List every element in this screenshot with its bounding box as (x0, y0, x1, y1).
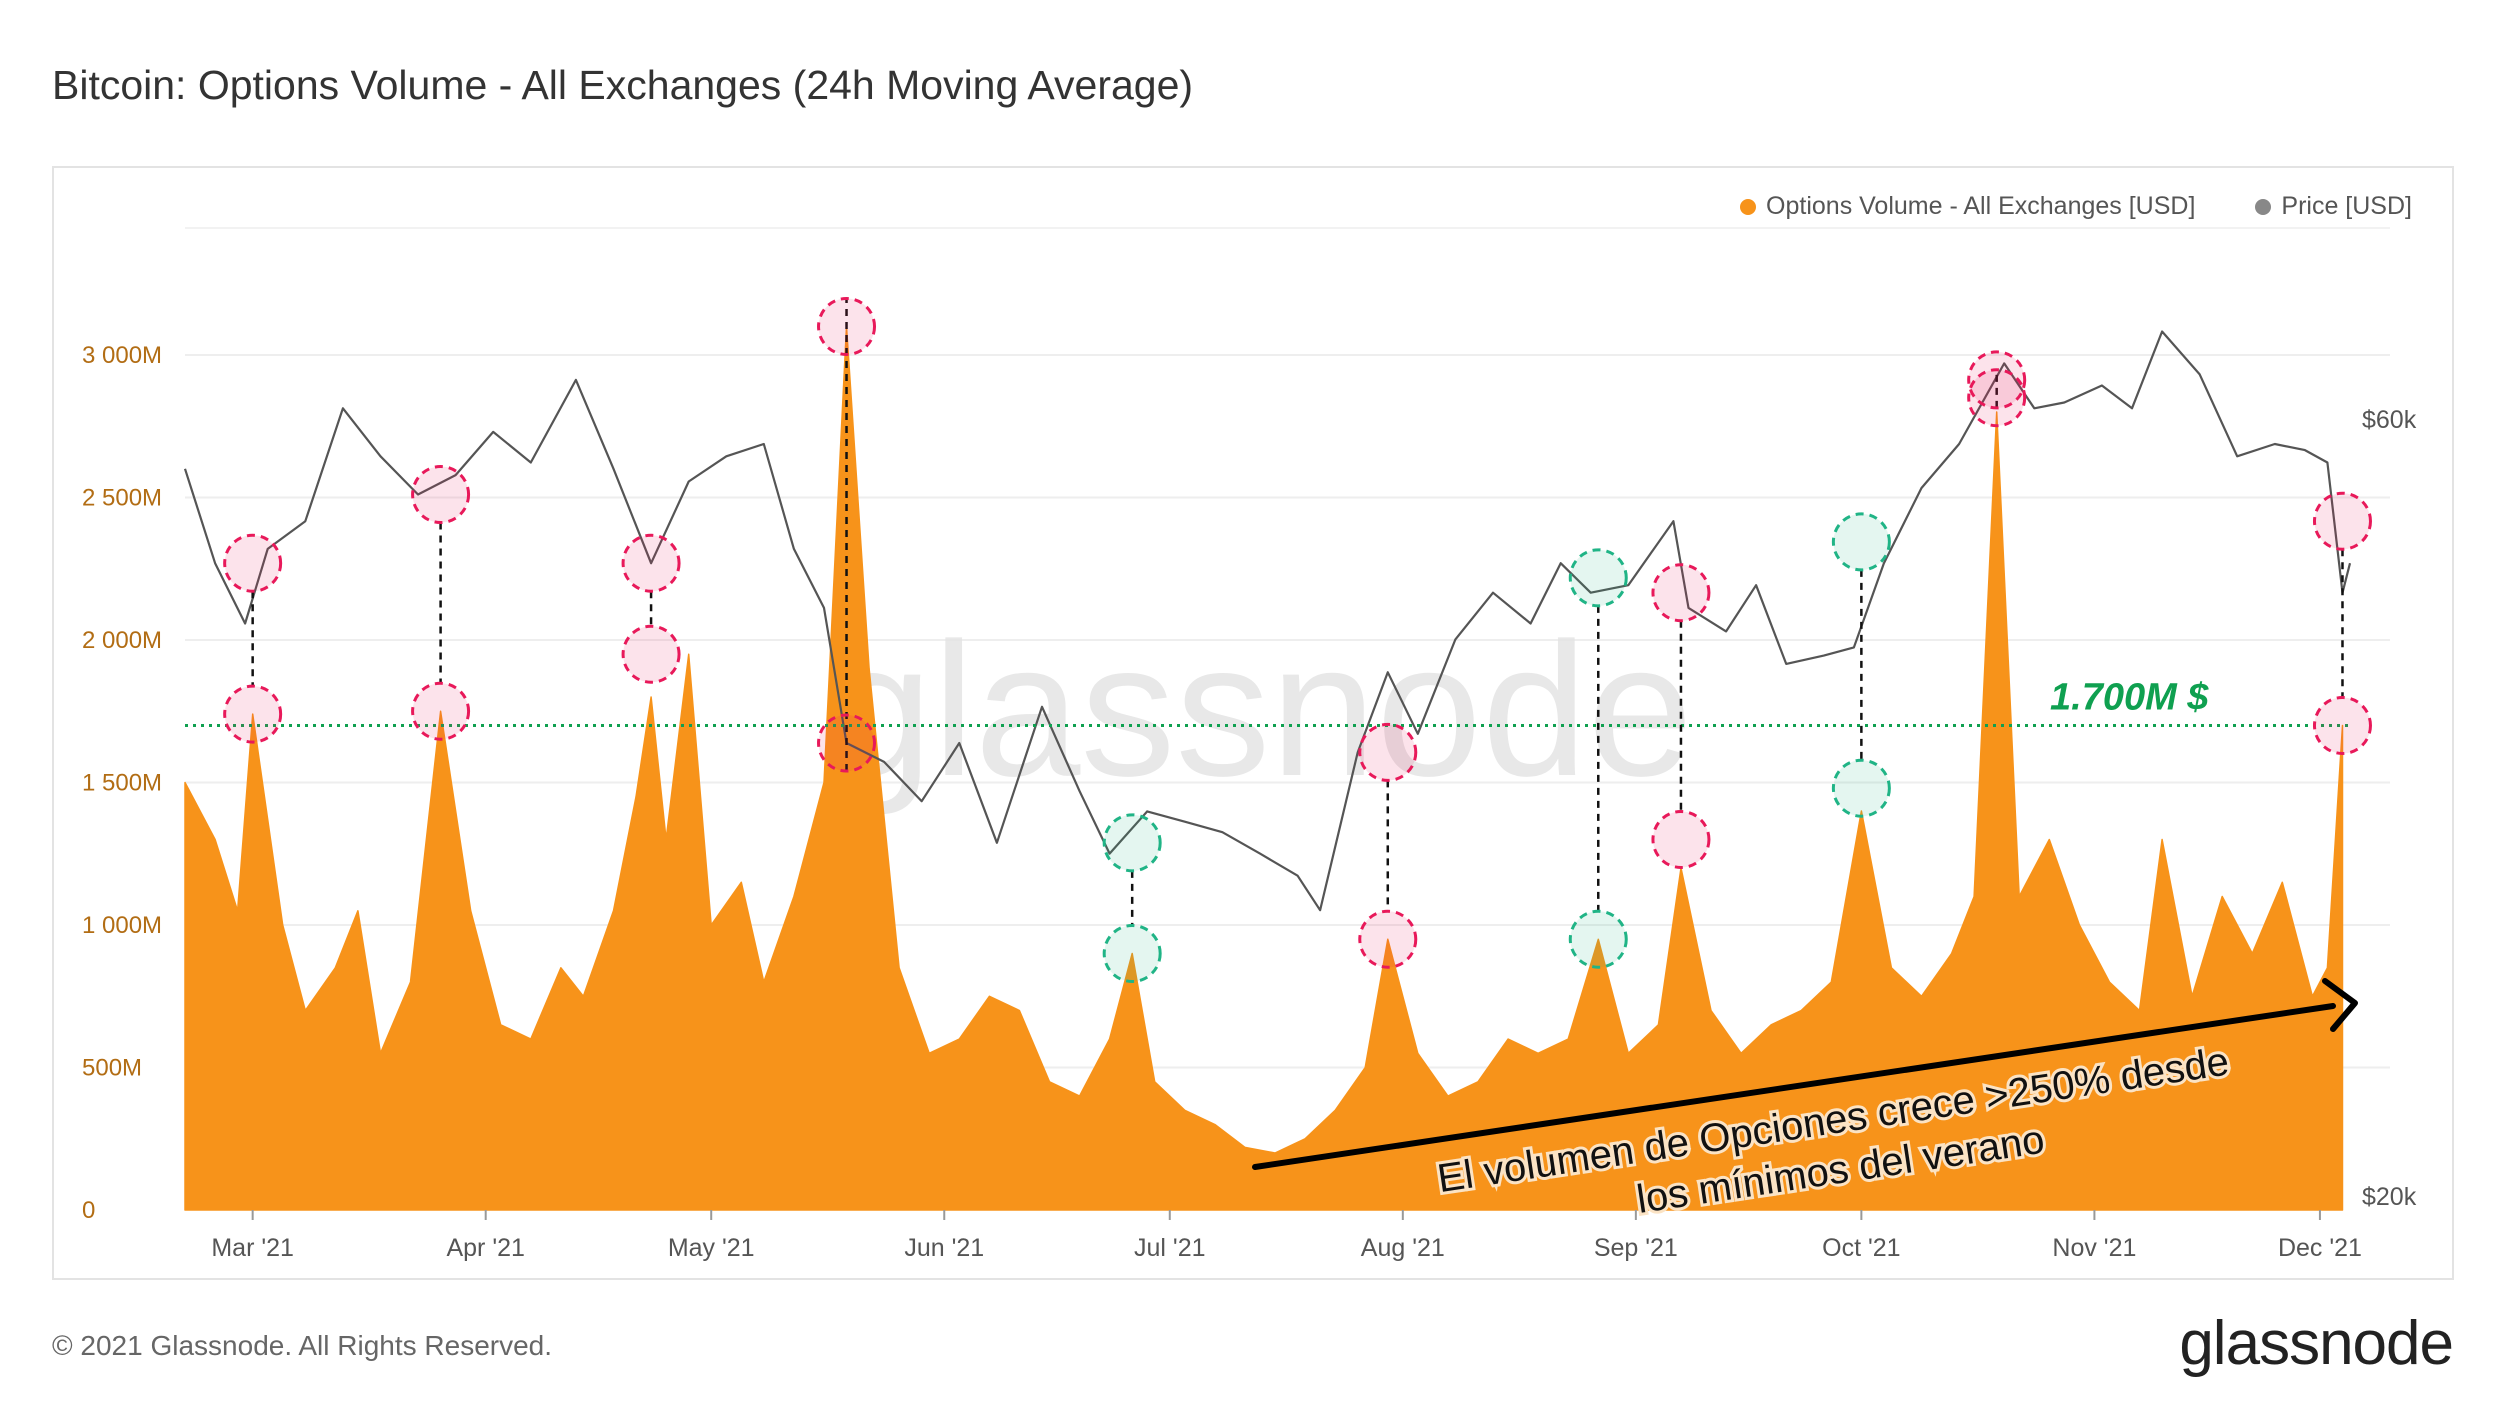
price-marker-circle (411, 465, 471, 525)
volume-marker-circle (1358, 909, 1418, 969)
x-tick-label: Mar '21 (211, 1234, 294, 1262)
price-line (183, 330, 2352, 912)
price-tick-label: $60k (2362, 406, 2417, 434)
price-marker-circle (2312, 491, 2372, 551)
x-tick-label: Oct '21 (1822, 1234, 1900, 1262)
x-tick-label: Jul '21 (1134, 1234, 1205, 1262)
price-marker-circle (1831, 512, 1891, 572)
x-tick-label: May '21 (668, 1234, 755, 1262)
y-tick-label: 2 500M (82, 485, 162, 512)
volume-area (184, 325, 2344, 1211)
volume-marker-circle (1568, 909, 1628, 969)
x-tick-label: Dec '21 (2278, 1234, 2362, 1262)
price-tick-label: $20k (2362, 1183, 2417, 1211)
price-marker-circle (223, 533, 283, 593)
price-marker-circle (621, 533, 681, 593)
legend-dot-volume (1740, 198, 1757, 215)
y-tick-label: 500M (82, 1055, 142, 1082)
volume-marker-circle (2312, 696, 2372, 755)
price-marker-circle (1651, 563, 1711, 623)
y-tick-label: 0 (82, 1197, 95, 1224)
volume-marker-circle (223, 684, 283, 744)
threshold-line: 1.700M $ (185, 677, 2350, 727)
y-tick-label: 2 000M (82, 627, 162, 654)
x-axis: Mar '21 Apr '21 May '21 Jun '21 Jul '21 Aug '… (211, 1210, 2362, 1262)
markers (223, 297, 2372, 983)
trend-arrow-line (1252, 1003, 2336, 1170)
threshold-label: 1.700M $ (2050, 677, 2209, 719)
volume-marker-circle (1102, 924, 1162, 983)
chart-title: Bitcoin: Options Volume - All Exchanges … (52, 62, 1194, 108)
y-tick-label: 3 000M (82, 342, 162, 369)
legend-label-volume: Options Volume - All Exchanges [USD] (1766, 192, 2196, 220)
legend: Options Volume - All Exchanges [USD] Pri… (1740, 192, 2412, 221)
y-tick-label: 1 500M (82, 770, 162, 797)
volume-marker-circle (1651, 810, 1711, 869)
price-marker-circle (817, 713, 877, 773)
copyright-text: © 2021 Glassnode. All Rights Reserved. (52, 1330, 553, 1361)
volume-marker-circle (1967, 368, 2027, 428)
x-tick-label: Nov '21 (2052, 1234, 2136, 1262)
brand-logo: glassnode (2179, 1309, 2454, 1378)
price-marker-circle (1967, 350, 2027, 410)
volume-marker-circle (411, 681, 471, 741)
watermark: glassnode (827, 604, 1693, 816)
y-axis-right: $20k $60k (2362, 406, 2417, 1211)
price-line-path (183, 330, 2352, 912)
volume-marker-circle (817, 297, 877, 356)
volume-marker-circle (1831, 758, 1891, 818)
price-marker-circle (1358, 722, 1418, 782)
volume-area-path (184, 325, 2344, 1211)
x-tick-label: Apr '21 (446, 1234, 524, 1262)
volume-marker-circle (621, 624, 681, 684)
price-marker-circle (1102, 813, 1162, 873)
x-tick-label: Sep '21 (1594, 1234, 1678, 1262)
y-axis-left: 0 500M 1 000M 1 500M 2 000M 2 500M 3 000M (82, 342, 162, 1224)
legend-label-price: Price [USD] (2281, 192, 2412, 220)
x-tick-label: Aug '21 (1361, 1234, 1445, 1262)
legend-item-price[interactable]: Price [USD] (2255, 192, 2412, 221)
trend-arrowhead (2322, 978, 2358, 1032)
y-tick-label: 1 000M (82, 912, 162, 939)
price-marker-circle (1568, 548, 1628, 608)
x-tick-label: Jun '21 (904, 1234, 984, 1262)
legend-dot-price (2255, 198, 2272, 215)
legend-item-volume[interactable]: Options Volume - All Exchanges [USD] (1740, 192, 2195, 221)
